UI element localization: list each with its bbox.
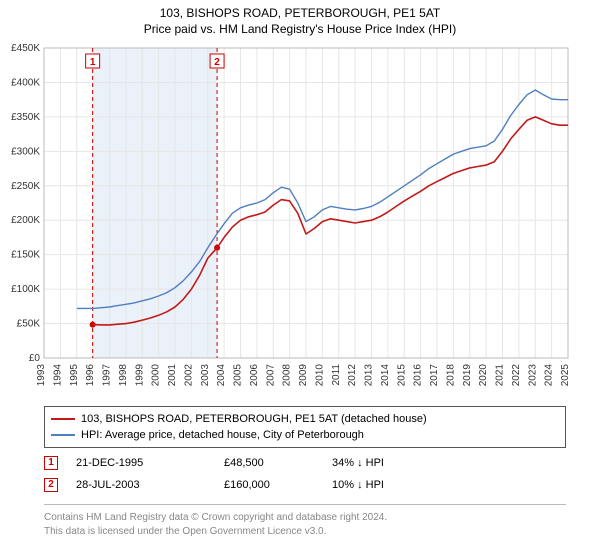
svg-text:2007: 2007 — [265, 364, 276, 387]
svg-text:2016: 2016 — [413, 364, 424, 387]
svg-text:£350K: £350K — [11, 112, 40, 123]
plot-svg: £0 £50K £100K £150K £200K £250K £300K £350K £400… — [0, 42, 600, 402]
sale-marker-icon: 1 — [44, 456, 58, 470]
chart-container: 103, BISHOPS ROAD, PETERBOROUGH, PE1 5AT… — [0, 0, 600, 560]
svg-text:2001: 2001 — [167, 364, 178, 387]
svg-text:2004: 2004 — [216, 364, 227, 387]
svg-text:£400K: £400K — [11, 77, 40, 88]
svg-text:2022: 2022 — [511, 364, 522, 387]
svg-text:2019: 2019 — [462, 364, 473, 387]
svg-text:1998: 1998 — [118, 364, 129, 387]
legend-swatch — [51, 434, 75, 436]
chart-subtitle: Price paid vs. HM Land Registry's House … — [0, 20, 600, 36]
svg-text:£0: £0 — [29, 353, 41, 364]
svg-text:2023: 2023 — [527, 364, 538, 387]
sale-date: 28-JUL-2003 — [76, 474, 206, 496]
sale-diff: 34% ↓ HPI — [332, 452, 422, 474]
svg-text:£150K: £150K — [11, 250, 40, 261]
svg-text:£300K: £300K — [11, 146, 40, 157]
footer-line: Contains HM Land Registry data © Crown c… — [44, 511, 566, 525]
svg-text:2: 2 — [214, 57, 220, 68]
svg-text:£100K: £100K — [11, 284, 40, 295]
legend-label: HPI: Average price, detached house, City… — [81, 427, 364, 443]
svg-text:2018: 2018 — [445, 364, 456, 387]
legend: 103, BISHOPS ROAD, PETERBOROUGH, PE1 5AT… — [44, 406, 566, 448]
svg-text:£450K: £450K — [11, 43, 40, 54]
sales-table: 1 21-DEC-1995 £48,500 34% ↓ HPI 2 28-JUL… — [44, 452, 566, 496]
sale-date: 21-DEC-1995 — [76, 452, 206, 474]
svg-text:2010: 2010 — [314, 364, 325, 387]
svg-text:2002: 2002 — [183, 364, 194, 387]
footer-note: Contains HM Land Registry data © Crown c… — [44, 504, 566, 539]
svg-text:2020: 2020 — [478, 364, 489, 387]
sale-diff: 10% ↓ HPI — [332, 474, 422, 496]
svg-text:1996: 1996 — [85, 364, 96, 387]
sale-price: £48,500 — [224, 452, 314, 474]
svg-text:2013: 2013 — [364, 364, 375, 387]
svg-text:2006: 2006 — [249, 364, 260, 387]
legend-label: 103, BISHOPS ROAD, PETERBOROUGH, PE1 5AT… — [81, 411, 427, 427]
svg-text:2000: 2000 — [151, 364, 162, 387]
svg-text:2003: 2003 — [200, 364, 211, 387]
sale-row: 2 28-JUL-2003 £160,000 10% ↓ HPI — [44, 474, 566, 496]
svg-text:2008: 2008 — [282, 364, 293, 387]
svg-text:2015: 2015 — [396, 364, 407, 387]
svg-text:2014: 2014 — [380, 364, 391, 387]
svg-text:1995: 1995 — [69, 364, 80, 387]
svg-text:2012: 2012 — [347, 364, 358, 387]
svg-text:2011: 2011 — [331, 364, 342, 386]
svg-text:1994: 1994 — [52, 364, 63, 387]
chart-title: 103, BISHOPS ROAD, PETERBOROUGH, PE1 5AT — [0, 0, 600, 20]
svg-text:2009: 2009 — [298, 364, 309, 387]
svg-text:2005: 2005 — [233, 364, 244, 387]
svg-text:£50K: £50K — [17, 319, 41, 330]
sale-marker-icon: 2 — [44, 478, 58, 492]
svg-text:2025: 2025 — [560, 364, 571, 387]
svg-text:2017: 2017 — [429, 364, 440, 387]
svg-text:2024: 2024 — [544, 364, 555, 387]
svg-text:1: 1 — [90, 57, 96, 68]
sale-row: 1 21-DEC-1995 £48,500 34% ↓ HPI — [44, 452, 566, 474]
legend-swatch — [51, 418, 75, 420]
footer-line: This data is licensed under the Open Gov… — [44, 525, 566, 539]
svg-text:£250K: £250K — [11, 181, 40, 192]
svg-text:2021: 2021 — [495, 364, 506, 387]
sale-price: £160,000 — [224, 474, 314, 496]
svg-text:1999: 1999 — [134, 364, 145, 387]
svg-text:1997: 1997 — [102, 364, 113, 387]
svg-text:1993: 1993 — [36, 364, 47, 387]
legend-item: HPI: Average price, detached house, City… — [51, 427, 559, 443]
svg-text:£200K: £200K — [11, 215, 40, 226]
legend-item: 103, BISHOPS ROAD, PETERBOROUGH, PE1 5AT… — [51, 411, 559, 427]
plot-area: £0 £50K £100K £150K £200K £250K £300K £350K £400… — [0, 42, 600, 402]
